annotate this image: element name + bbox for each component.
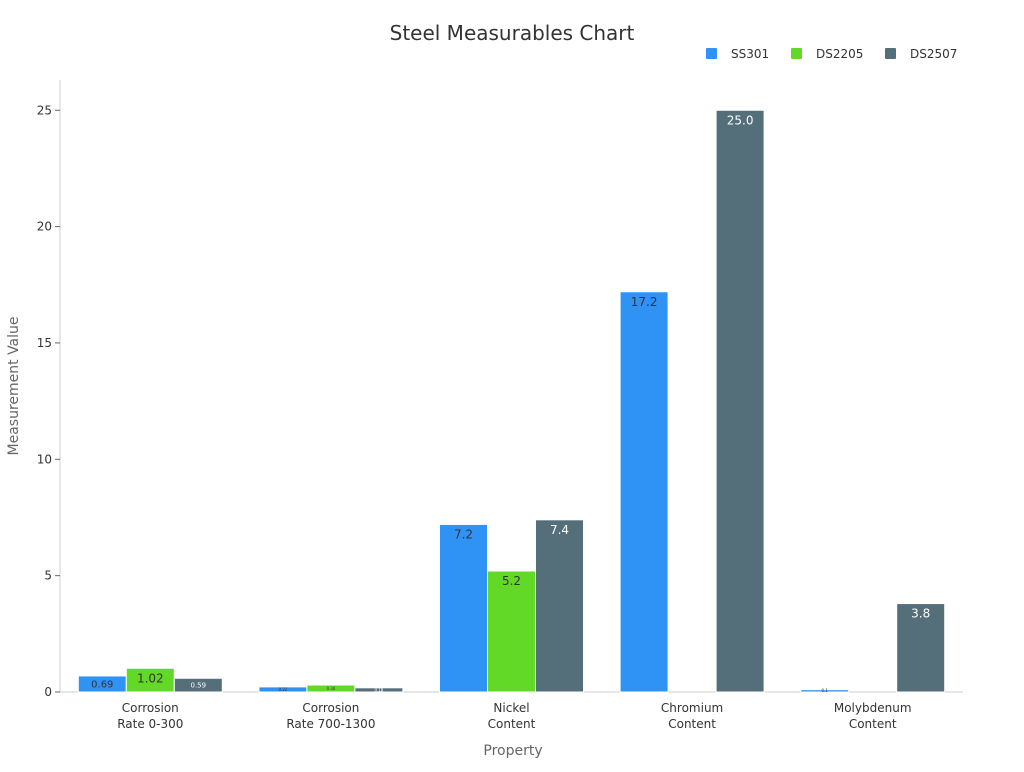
x-tick-label: Content	[488, 717, 536, 731]
x-axis-title: Property	[483, 743, 542, 759]
y-tick-label: 25	[37, 103, 52, 117]
data-label: 25.0	[727, 113, 754, 127]
x-tick-label: Molybdenum	[834, 701, 912, 715]
data-label: 17.2	[631, 295, 658, 309]
x-tick-label: Nickel	[493, 701, 529, 715]
x-tick-label: Corrosion	[122, 701, 179, 715]
x-tick-label: Chromium	[661, 701, 723, 715]
y-tick-label: 5	[44, 569, 52, 583]
bar-ds2507	[715, 109, 765, 693]
data-label: 0.59	[191, 682, 207, 690]
y-axis: 0 5 10 15 20 25	[37, 80, 61, 699]
x-tick-label: Content	[849, 717, 897, 731]
bars	[77, 109, 946, 693]
legend-swatch-ds2507	[885, 48, 896, 59]
data-label: 7.2	[454, 527, 473, 541]
data-label: 0.30	[326, 686, 335, 691]
legend-swatch-ss301	[706, 48, 717, 59]
bar-ds2507	[896, 603, 946, 693]
bar-ss301	[619, 291, 669, 693]
data-label: 0.18	[374, 687, 383, 692]
bar-ds2507	[535, 519, 584, 693]
legend-label-ds2507: DS2507	[910, 47, 957, 61]
legend-label-ss301: SS301	[731, 47, 769, 61]
data-label: 0.1	[822, 688, 829, 693]
data-label: 5.2	[502, 574, 521, 588]
bar-ds2507	[173, 677, 223, 693]
bar-ss301	[439, 523, 488, 693]
legend-label-ds2205: DS2205	[816, 47, 863, 61]
legend: SS301 DS2205 DS2507	[706, 47, 957, 61]
x-axis: Corrosion Rate 0-300 Corrosion Rate 700-130…	[60, 691, 963, 731]
bar-ds2507	[354, 687, 404, 693]
data-label: 0.69	[91, 679, 113, 690]
data-label: 3.8	[911, 607, 930, 621]
y-tick-label: 10	[37, 452, 52, 466]
y-tick-label: 20	[37, 220, 52, 234]
y-axis-title: Measurement Value	[6, 316, 22, 455]
y-tick-label: 0	[44, 685, 52, 699]
data-label: 1.02	[137, 671, 164, 685]
data-label: 0.22	[278, 687, 287, 692]
bar-labels: 0.69 0.22 7.2 17.2 0.1 1.02 0.30 5.2 0.59 0.18 7.4…	[91, 113, 930, 693]
bar-ds2205	[487, 570, 536, 693]
legend-swatch-ds2205	[791, 48, 802, 59]
chart-title: Steel Measurables Chart	[390, 21, 635, 45]
x-tick-label: Content	[668, 717, 716, 731]
y-tick-label: 15	[37, 336, 52, 350]
x-tick-label: Rate 0-300	[117, 717, 183, 731]
bar-ss301	[800, 689, 850, 693]
x-tick-label: Corrosion	[302, 701, 359, 715]
x-tick-label: Rate 700-1300	[286, 717, 375, 731]
data-label: 7.4	[550, 523, 569, 537]
